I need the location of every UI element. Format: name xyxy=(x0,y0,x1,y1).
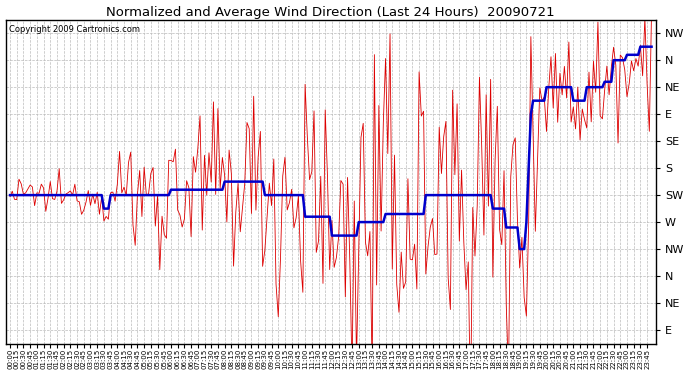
Text: Copyright 2009 Cartronics.com: Copyright 2009 Cartronics.com xyxy=(9,25,140,34)
Title: Normalized and Average Wind Direction (Last 24 Hours)  20090721: Normalized and Average Wind Direction (L… xyxy=(106,6,555,18)
